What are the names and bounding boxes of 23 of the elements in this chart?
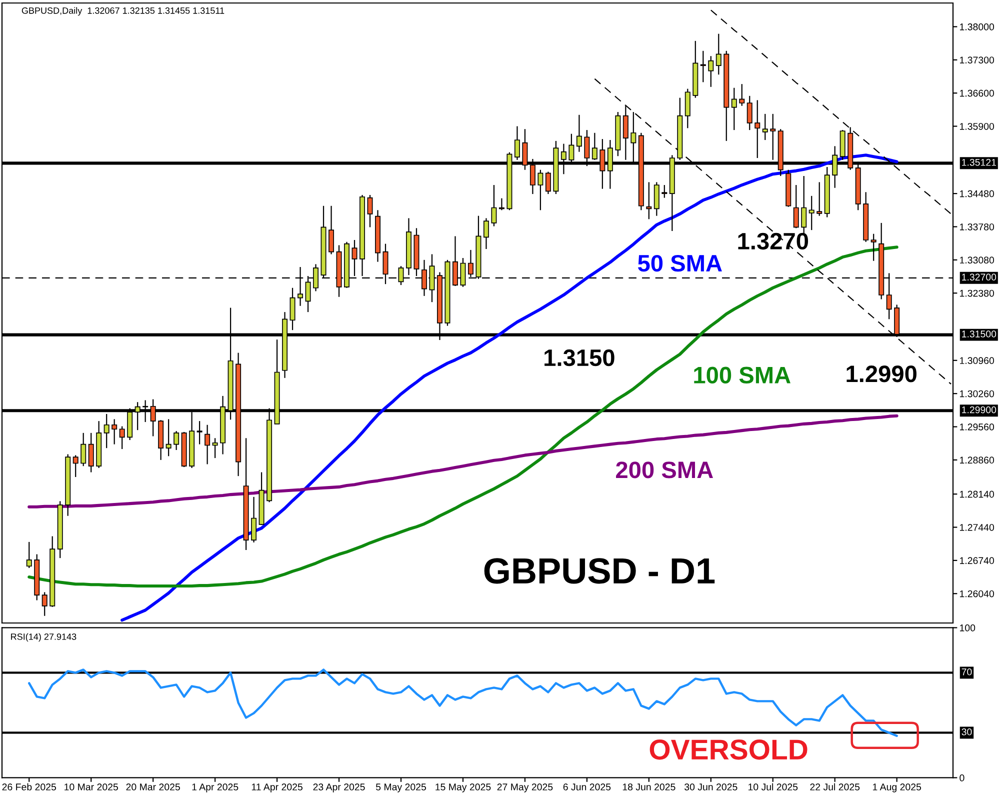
- candlestick: [42, 592, 48, 616]
- x-tick-label: 10 Mar 2025: [64, 784, 118, 790]
- x-tick-label: 1 Apr 2025: [192, 784, 238, 792]
- x-tick-label: 20 Mar 2025: [126, 784, 180, 790]
- x-tick-label: 1 Aug 2025: [872, 784, 922, 792]
- x-tick-label: 23 Apr 2025: [313, 784, 365, 792]
- ref-line-label: 70: [962, 668, 972, 676]
- annotation: OVERSOLD: [650, 740, 808, 760]
- ref-line-label: 30: [962, 728, 972, 736]
- x-tick-label: 15 May 2025: [436, 784, 491, 792]
- x-tick-label: 18 Jun 2025: [622, 784, 676, 790]
- x-tick-label: 11 Apr 2025: [252, 784, 302, 792]
- x-tick-label: 22 Jul 2025: [810, 783, 860, 790]
- x-tick-label: 26 Feb 2025: [2, 783, 56, 790]
- y-tick-label: 0: [960, 774, 964, 782]
- x-tick-label: 27 May 2025: [497, 784, 553, 792]
- y-tick-label: 100: [960, 624, 976, 632]
- line-series: [28, 668, 898, 737]
- x-tick-label: 6 Jun 2025: [563, 784, 611, 790]
- x-tick-label: 10 Jul 2025: [748, 783, 798, 790]
- x-tick-label: 5 May 2025: [376, 784, 426, 792]
- text: RSI(14) 27.9143: [11, 633, 76, 642]
- x-tick-label: 30 Jun 2025: [684, 784, 738, 790]
